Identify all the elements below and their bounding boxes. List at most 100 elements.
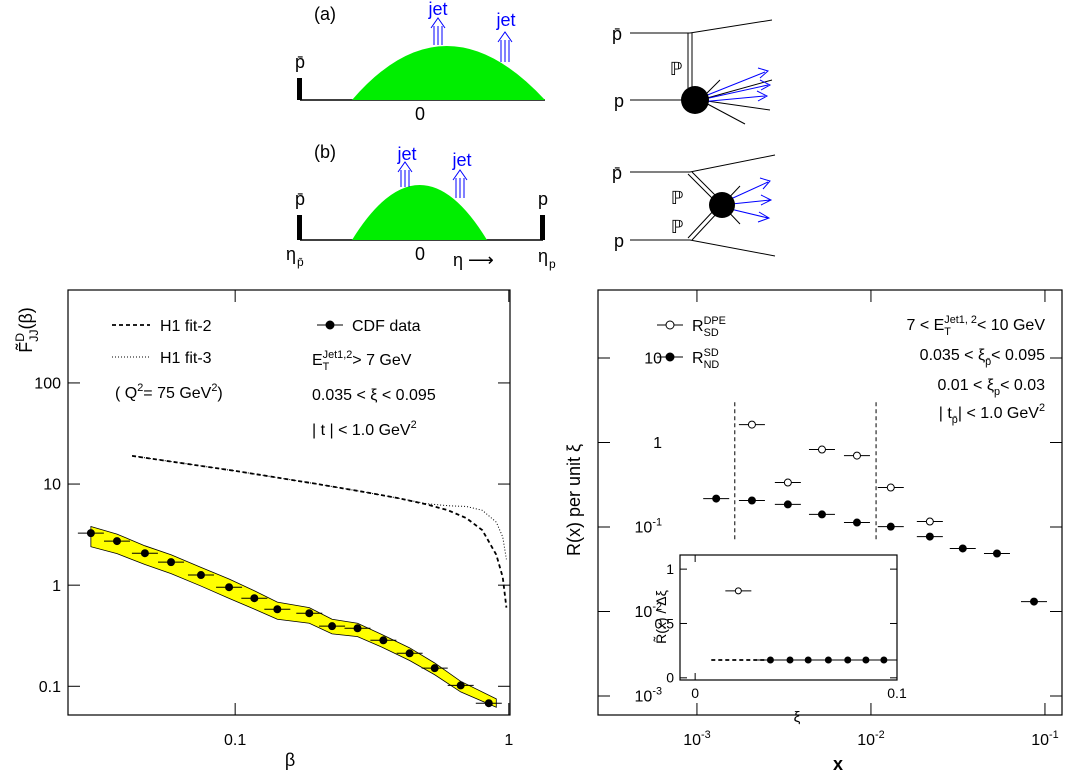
text: 7 < E bbox=[906, 317, 944, 334]
marker bbox=[112, 537, 121, 546]
sup: -3 bbox=[652, 685, 662, 697]
text: 10 bbox=[644, 351, 662, 368]
text: R bbox=[692, 318, 704, 335]
blob bbox=[709, 192, 735, 218]
text-group: x bbox=[833, 754, 843, 774]
proton-line bbox=[630, 19, 773, 34]
text: 0.035 < ξ < 0.095 bbox=[312, 387, 436, 404]
text: < 10 GeV bbox=[977, 317, 1045, 334]
text: < 0.095 bbox=[991, 347, 1045, 364]
text-group: | t | < 1.0 GeV 2 bbox=[312, 419, 417, 439]
text-group: β bbox=[285, 750, 295, 770]
text: 1 bbox=[52, 578, 61, 595]
dome bbox=[352, 185, 487, 240]
text: 0 bbox=[691, 685, 699, 701]
text: H1 fit-3 bbox=[160, 350, 212, 367]
marker bbox=[456, 681, 465, 690]
beam-label: p bbox=[538, 189, 548, 209]
text: 0.1 bbox=[39, 679, 61, 696]
marker bbox=[1029, 597, 1038, 606]
feyn-label: p bbox=[614, 231, 624, 251]
sup: -2 bbox=[652, 601, 662, 613]
text: 10 bbox=[635, 520, 653, 537]
text: R̃(x) / Δξ bbox=[653, 590, 669, 644]
text-group: 0 bbox=[691, 685, 699, 701]
diagram-a: (a) jet jet p̄ 0 p̄ ℙ p bbox=[295, 0, 773, 125]
marker bbox=[862, 656, 870, 664]
jet-arrow bbox=[452, 169, 468, 198]
text: | < 1.0 GeV bbox=[958, 405, 1039, 422]
text: 0.1 bbox=[887, 685, 907, 701]
text-group: 0.1 bbox=[887, 685, 907, 701]
jet-label: jet bbox=[495, 10, 515, 30]
sup: 2 bbox=[211, 382, 217, 394]
center-label: 0 bbox=[415, 104, 425, 124]
text: > 7 GeV bbox=[352, 352, 411, 369]
marker bbox=[305, 609, 314, 618]
sub: JJ bbox=[27, 330, 41, 342]
marker bbox=[958, 544, 967, 553]
text-group: 10 -1 bbox=[635, 516, 662, 536]
diagram-b: (b) jet jet p̄ p η p̄ 0 η ⟶ η p p̄ ℙ ℙ p bbox=[286, 142, 776, 271]
text-group: 100 bbox=[34, 376, 61, 393]
marker bbox=[430, 664, 439, 673]
text: E bbox=[312, 352, 323, 369]
marker bbox=[852, 451, 861, 460]
text: 10 bbox=[43, 477, 61, 494]
text-group: 1 bbox=[666, 561, 674, 577]
text-group: 1 bbox=[52, 578, 61, 595]
marker bbox=[273, 605, 282, 614]
center-label: 0 bbox=[415, 244, 425, 264]
marker bbox=[747, 420, 756, 429]
chart: 0 0.1 0 0.5 1 ξ R̃(x) / Δξ bbox=[653, 554, 907, 726]
sup: -2 bbox=[875, 729, 885, 741]
jet-arrow bbox=[497, 31, 513, 62]
marker bbox=[925, 517, 934, 526]
text: (β) bbox=[16, 307, 36, 329]
pomeron bbox=[687, 171, 720, 241]
sup: 2 bbox=[1039, 402, 1045, 414]
feyn-label: p̄ bbox=[612, 163, 622, 183]
text-group: 10 -3 bbox=[683, 729, 710, 749]
sup: Jet1,2 bbox=[323, 349, 353, 361]
text: 0.035 < ξ bbox=[920, 347, 985, 364]
sub: p̄ bbox=[985, 356, 991, 368]
text-group: 0.035 < ξ p̄ < 0.095 bbox=[920, 347, 1045, 368]
marker bbox=[225, 583, 234, 592]
jet-arrow bbox=[397, 161, 413, 187]
marker bbox=[817, 445, 826, 454]
beam-bar bbox=[297, 215, 302, 240]
text: ) bbox=[217, 385, 222, 402]
text: 0.01 < ξ bbox=[937, 377, 994, 394]
sup: 2 bbox=[137, 382, 143, 394]
eta-label: η bbox=[286, 244, 296, 264]
marker bbox=[405, 649, 414, 658]
text: 0.5 bbox=[655, 615, 675, 631]
text-group: R̃(x) / Δξ bbox=[653, 590, 669, 644]
pomeron bbox=[687, 33, 693, 88]
eta-sub: p̄ bbox=[297, 255, 304, 269]
sup: -1 bbox=[1049, 729, 1059, 741]
text-group: CDF data bbox=[352, 318, 421, 335]
band bbox=[90, 526, 497, 708]
marker bbox=[734, 587, 742, 595]
text: 10 bbox=[1031, 732, 1049, 749]
jet-label: jet bbox=[427, 0, 447, 19]
text-group: 0.5 bbox=[655, 615, 675, 631]
text: | t bbox=[939, 405, 953, 422]
marker bbox=[86, 529, 95, 538]
text: = 75 GeV bbox=[143, 385, 211, 402]
sup: DPE bbox=[704, 315, 726, 327]
marker bbox=[167, 558, 176, 567]
text: ξ bbox=[794, 709, 801, 726]
text: 10 bbox=[635, 604, 653, 621]
sub: ND bbox=[704, 359, 720, 371]
marker bbox=[379, 636, 388, 645]
text: H1 fit-2 bbox=[160, 318, 212, 335]
eta-axis: η ⟶ bbox=[453, 250, 494, 270]
